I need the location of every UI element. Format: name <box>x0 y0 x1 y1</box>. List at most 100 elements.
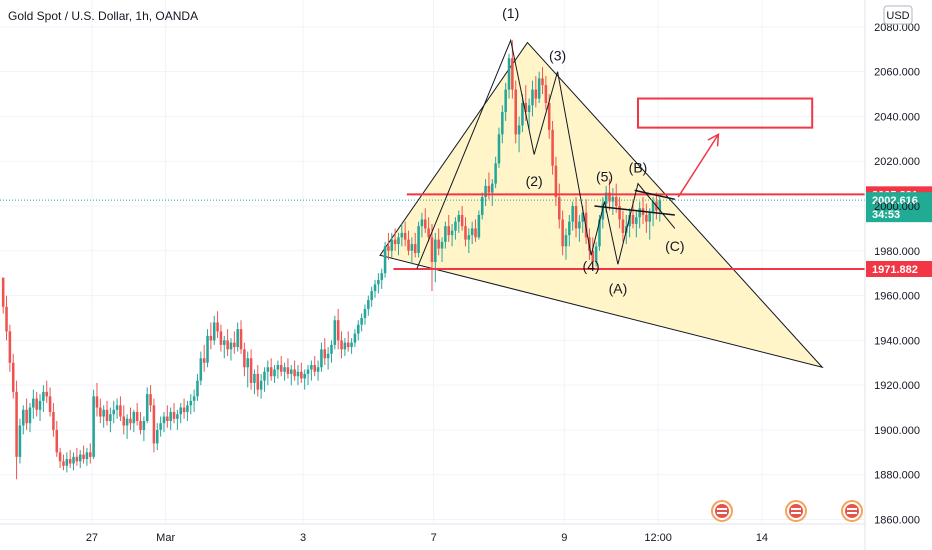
candle-body <box>22 409 25 426</box>
candle-body <box>296 371 300 377</box>
price-tick-label: 1960.000 <box>874 291 920 303</box>
candle-body <box>320 349 323 368</box>
candle-body <box>313 365 316 372</box>
candle-body <box>336 320 340 341</box>
us-flag-stripe <box>791 512 801 514</box>
candle-body <box>363 309 367 318</box>
candle-body <box>115 405 119 410</box>
us-flag-event-icon[interactable] <box>711 500 733 522</box>
candle-body <box>491 183 494 193</box>
price-level-tag-label: 1971.882 <box>872 264 918 276</box>
candle-body <box>447 226 450 236</box>
candle-body <box>413 244 417 254</box>
candle-body <box>437 239 440 249</box>
candle-body <box>558 197 561 220</box>
time-tick-label: Mar <box>156 532 175 544</box>
candle-body <box>11 362 15 392</box>
candle-body <box>487 185 491 193</box>
candle-body <box>263 371 266 381</box>
candle-body <box>551 129 554 166</box>
candle-body <box>206 335 209 363</box>
event-icons[interactable] <box>711 500 863 522</box>
candle-body <box>434 239 437 262</box>
candle-body <box>139 420 142 430</box>
candle-body <box>72 456 75 464</box>
currency-button[interactable]: USD <box>883 5 913 25</box>
price-tick-label: 1980.000 <box>874 246 920 258</box>
candle-body <box>142 420 146 430</box>
candle-body <box>350 342 353 348</box>
us-flag-stripe <box>717 508 727 510</box>
price-tick-label: 2060.000 <box>874 67 920 79</box>
price-tick-label: 1880.000 <box>874 470 920 482</box>
candle-body <box>397 237 400 245</box>
candle-body <box>58 452 62 462</box>
candle-body <box>407 239 410 251</box>
candle-body <box>340 340 343 350</box>
candle-body <box>119 405 122 417</box>
candle-body <box>68 459 72 464</box>
candle-body <box>233 342 236 348</box>
candle-body <box>467 235 471 240</box>
candle-body <box>269 367 273 377</box>
candle-body <box>1 277 5 307</box>
candle-body <box>279 365 283 372</box>
candle-body <box>95 396 99 408</box>
candle-body <box>62 461 65 466</box>
candle-body <box>209 335 213 341</box>
candle-body <box>604 192 608 204</box>
candle-body <box>403 232 407 240</box>
candle-body <box>494 163 497 184</box>
candle-body <box>286 367 290 374</box>
candle-body <box>537 78 541 99</box>
candle-body <box>55 429 59 453</box>
candle-body <box>400 232 404 238</box>
candle-body <box>229 342 233 350</box>
target-box <box>637 97 814 129</box>
current-price-tag <box>866 192 932 223</box>
us-flag-event-icon[interactable] <box>785 500 807 522</box>
candle-body <box>521 103 524 126</box>
candle-body <box>35 398 38 410</box>
triangle-pattern <box>379 41 824 369</box>
candle-body <box>357 324 360 334</box>
candle-body <box>514 89 517 135</box>
candle-body <box>310 365 313 370</box>
candle-body <box>48 396 52 413</box>
candle-body <box>474 228 477 238</box>
candle-body <box>598 219 601 247</box>
candle-body <box>568 221 571 236</box>
candle-body <box>223 340 226 345</box>
candle-body <box>484 185 487 198</box>
wave-labels: (1) (2) (3) (4) (5) (A) (B) (C) <box>502 5 684 296</box>
candle-body <box>430 237 434 262</box>
wave-label: (1) <box>502 5 519 21</box>
us-flag-event-icon[interactable] <box>841 500 863 522</box>
candle-body <box>457 214 461 222</box>
us-flag-stripe <box>847 512 857 514</box>
candle-body <box>353 333 357 343</box>
price-axis[interactable]: 2080.000 2060.000 2040.000 2020.000 2000.000… <box>864 0 920 550</box>
candle-body <box>444 226 447 242</box>
bar-countdown-label: 34:53 <box>872 209 900 221</box>
candle-body <box>259 380 263 390</box>
candle-body <box>635 217 638 224</box>
candle-body <box>611 197 615 202</box>
time-axis[interactable]: 27 Mar 3 7 9 12:00 14 <box>0 523 865 544</box>
candle-body <box>25 409 28 424</box>
candle-body <box>125 418 129 426</box>
candle-body <box>648 212 651 222</box>
wave-label: (5) <box>596 168 613 184</box>
candle-body <box>501 111 504 135</box>
time-tick-label: 7 <box>431 532 437 544</box>
candle-body <box>527 105 531 112</box>
us-flag-stripe <box>791 508 801 510</box>
candle-body <box>85 452 89 460</box>
candle-body <box>578 221 581 229</box>
current-price-label: 2002.616 <box>872 195 918 207</box>
candle-body <box>99 407 102 417</box>
candle-body <box>390 239 394 251</box>
candle-body <box>186 405 189 413</box>
candle-body <box>65 459 69 466</box>
